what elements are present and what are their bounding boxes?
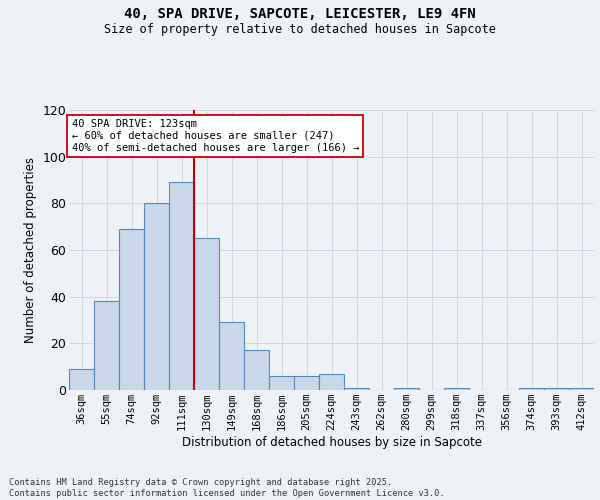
Bar — [394, 388, 419, 390]
Bar — [294, 376, 319, 390]
Bar — [569, 388, 594, 390]
X-axis label: Distribution of detached houses by size in Sapcote: Distribution of detached houses by size … — [182, 436, 482, 449]
Text: Size of property relative to detached houses in Sapcote: Size of property relative to detached ho… — [104, 22, 496, 36]
Bar — [244, 350, 269, 390]
Bar — [119, 229, 144, 390]
Bar — [344, 388, 369, 390]
Text: Contains HM Land Registry data © Crown copyright and database right 2025.
Contai: Contains HM Land Registry data © Crown c… — [9, 478, 445, 498]
Bar — [69, 369, 94, 390]
Bar — [219, 322, 244, 390]
Y-axis label: Number of detached properties: Number of detached properties — [24, 157, 37, 343]
Bar — [94, 302, 119, 390]
Bar — [169, 182, 194, 390]
Bar — [269, 376, 294, 390]
Bar — [519, 388, 544, 390]
Bar — [194, 238, 219, 390]
Bar — [544, 388, 569, 390]
Text: 40 SPA DRIVE: 123sqm
← 60% of detached houses are smaller (247)
40% of semi-deta: 40 SPA DRIVE: 123sqm ← 60% of detached h… — [71, 120, 359, 152]
Bar — [319, 374, 344, 390]
Text: 40, SPA DRIVE, SAPCOTE, LEICESTER, LE9 4FN: 40, SPA DRIVE, SAPCOTE, LEICESTER, LE9 4… — [124, 8, 476, 22]
Bar — [144, 204, 169, 390]
Bar — [444, 388, 469, 390]
